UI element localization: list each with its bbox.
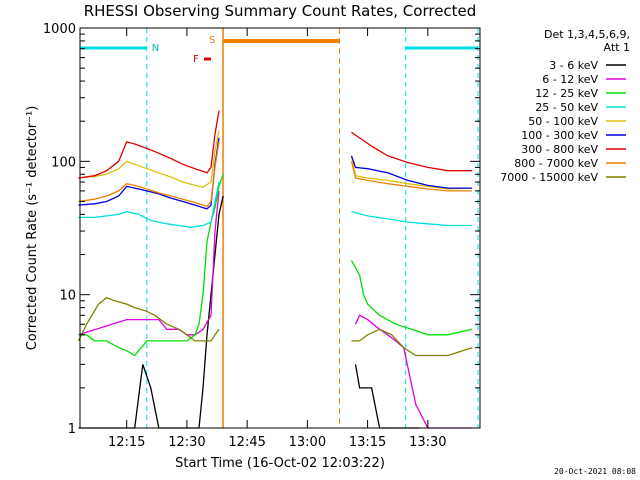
series-line [78,137,220,210]
series-line [351,131,472,172]
series-line [350,260,473,336]
x-tick-label: 13:15 [349,435,386,450]
y-tick-label: 1000 [43,22,76,37]
series-line [351,328,473,357]
legend-entry-label: 3 - 6 keV [549,59,598,72]
legend-header-line: Det 1,3,4,5,6,9, [544,28,630,41]
series-lines [77,110,473,429]
x-tick-label: 12:45 [228,435,265,450]
x-tick-label: 12:15 [108,435,145,450]
plot-frame [79,27,481,429]
x-axis-ticks: 12:15 12:30 12:45 13:00 13:15 13:30 [108,28,447,450]
series-line [350,155,473,190]
legend-entry-label: 25 - 50 keV [535,101,598,114]
night-label: N [152,43,159,54]
timestamp-footer: 20-Oct-2021 08:08 [554,467,636,476]
legend-entry-label: 100 - 300 keV [521,129,598,142]
x-tick-label: 12:30 [168,435,205,450]
x-tick-label: 13:00 [289,435,326,450]
series-line [78,110,220,179]
y-tick-label: 10 [59,289,76,304]
series-line [78,130,220,188]
series-line [350,161,472,192]
legend-entry-label: 50 - 100 keV [528,115,598,128]
series-line [78,195,224,429]
series-line [351,210,472,227]
legend-entry-label: 800 - 7000 keV [514,157,598,170]
y-tick-label: 1 [68,422,76,437]
y-axis-ticks: 1 10 100 1000 [43,22,480,437]
series-line [78,190,220,336]
legend-entry-label: 7000 - 15000 keV [500,171,598,184]
observing-markers: N SF [79,28,479,428]
series-line [354,364,420,429]
saa-label: S [209,35,215,46]
legend-entry-label: 12 - 25 keV [535,87,598,100]
flare-label: F [193,54,199,65]
y-tick-label: 100 [51,155,76,170]
x-axis-label: Start Time (16-Oct-02 12:03:22) [175,456,385,471]
series-line [350,155,472,189]
chart-title: RHESSI Observing Summary Count Rates, Co… [84,2,477,20]
x-tick-label: 13:30 [409,435,446,450]
series-line [77,296,220,342]
y-axis-label: Corrected Count Rate (s⁻¹ detector⁻¹) [25,106,40,351]
series-line [78,181,220,228]
series-line [78,141,220,208]
legend-header-line: Att 1 [604,41,630,54]
legend-entry-label: 6 - 12 keV [542,73,598,86]
series-line [78,174,224,357]
legend-entry-label: 300 - 800 keV [521,143,598,156]
